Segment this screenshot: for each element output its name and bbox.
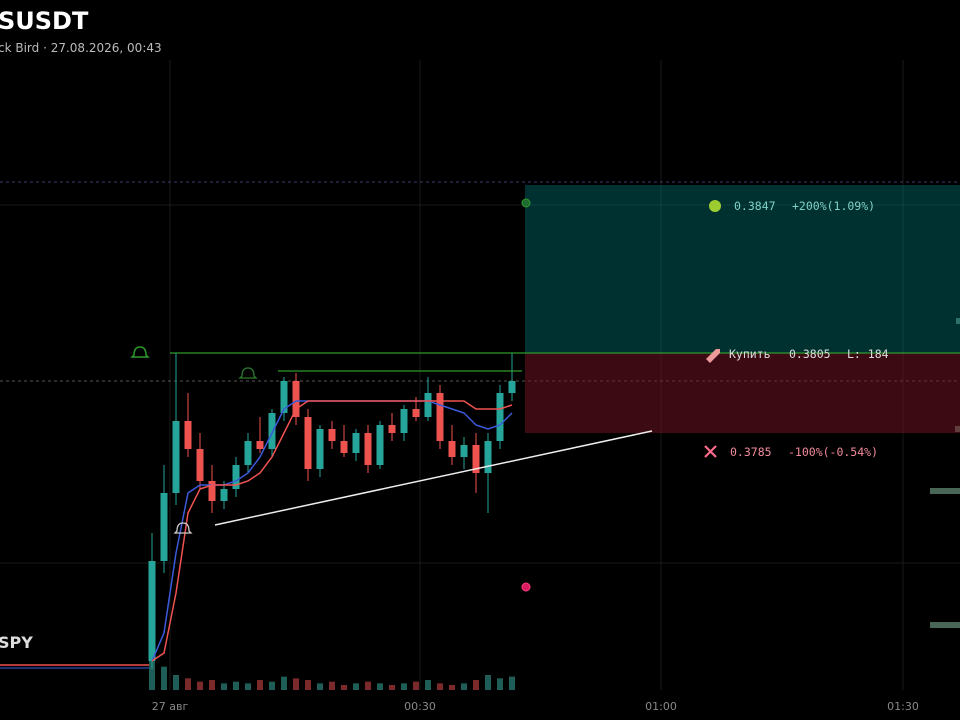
entry-icon (706, 349, 720, 363)
moving-average (151, 400, 513, 662)
volume-bar (509, 676, 515, 690)
target-icon (709, 200, 721, 212)
volume-bar (173, 675, 179, 690)
candle-body (208, 481, 216, 501)
candle-body (220, 489, 228, 501)
candle-body (364, 433, 372, 465)
candle-body (268, 413, 276, 449)
stop-icon (704, 445, 717, 458)
alert-icon[interactable] (130, 346, 150, 358)
volume-bar (269, 681, 275, 690)
volume-bar (377, 683, 383, 690)
time-label: 01:00 (645, 700, 677, 713)
profit-zone (525, 185, 960, 353)
loss-zone (525, 353, 960, 433)
candle-body (280, 381, 288, 413)
volume-bar (245, 683, 251, 690)
candle-body (448, 441, 456, 457)
candle-body (256, 441, 264, 449)
entry-action: Купить (729, 347, 771, 361)
sl-text: -100%(-0.54%) (788, 445, 878, 459)
volume-bar (209, 680, 215, 690)
volume-bar (437, 683, 443, 690)
volume-bar (473, 680, 479, 690)
candle-body (160, 493, 168, 561)
candle-body (400, 409, 408, 433)
volume-bar (461, 683, 467, 690)
volume-bar (365, 681, 371, 690)
volume-bar (197, 681, 203, 690)
sl-price: 0.3785 (730, 445, 772, 459)
profile-bar (930, 488, 960, 494)
candle-body (412, 409, 420, 417)
volume-bar (341, 685, 347, 690)
profile-bar (930, 622, 960, 628)
entry-price: 0.3805 (789, 347, 831, 361)
candle-body (340, 441, 348, 453)
volume-bar (293, 678, 299, 690)
symbol-title: SUSDT (0, 7, 89, 35)
candle-body (472, 445, 480, 473)
tp-price: 0.3847 (734, 199, 776, 213)
marker (521, 198, 531, 208)
candle-body (424, 393, 432, 417)
volume-bar (305, 680, 311, 690)
volume-bar (233, 681, 239, 690)
plot (148, 185, 960, 690)
candle-body (508, 381, 516, 393)
alert-icon[interactable] (173, 522, 193, 534)
volume-bar (413, 681, 419, 690)
volume-bar (389, 685, 395, 690)
candle-body (304, 417, 312, 469)
candle-body (352, 433, 360, 453)
candle-body (460, 445, 468, 457)
candle-body (232, 465, 240, 489)
time-label: 01:30 (887, 700, 919, 713)
volume-bar (149, 660, 155, 690)
trend-line (214, 430, 653, 526)
volume-bar (485, 675, 491, 690)
candle-body (196, 449, 204, 481)
candle-body (328, 429, 336, 441)
candle-body (292, 381, 300, 417)
time-label: 27 авг (152, 700, 189, 713)
entry-size: L: 184 (847, 347, 889, 361)
volume-bar (401, 683, 407, 690)
candle-body (172, 421, 180, 493)
indicator-label: SPY (0, 633, 33, 652)
candle-body (148, 561, 156, 661)
volume-bar (329, 681, 335, 690)
profile-bar (956, 318, 960, 324)
subtitle: ck Bird · 27.08.2026, 00:43 (0, 41, 162, 55)
candle-body (244, 441, 252, 465)
volume-bar (449, 685, 455, 690)
volume-bar (257, 680, 263, 690)
volume-bar (185, 678, 191, 690)
volume-bar (317, 683, 323, 690)
candle-body (376, 425, 384, 465)
volume-bar (221, 683, 227, 690)
candle-body (496, 393, 504, 441)
tp-text: +200%(1.09%) (792, 199, 875, 213)
candle-body (316, 429, 324, 469)
candle-body (484, 441, 492, 473)
candle-body (184, 421, 192, 449)
volume-bar (161, 666, 167, 690)
volume-bar (497, 678, 503, 690)
candle-body (388, 425, 396, 433)
volume-bar (425, 680, 431, 690)
time-label: 00:30 (404, 700, 436, 713)
alert-icon[interactable] (238, 367, 258, 379)
marker (521, 582, 531, 592)
volume-bar (353, 683, 359, 690)
candle-body (436, 393, 444, 441)
volume-bar (281, 676, 287, 690)
